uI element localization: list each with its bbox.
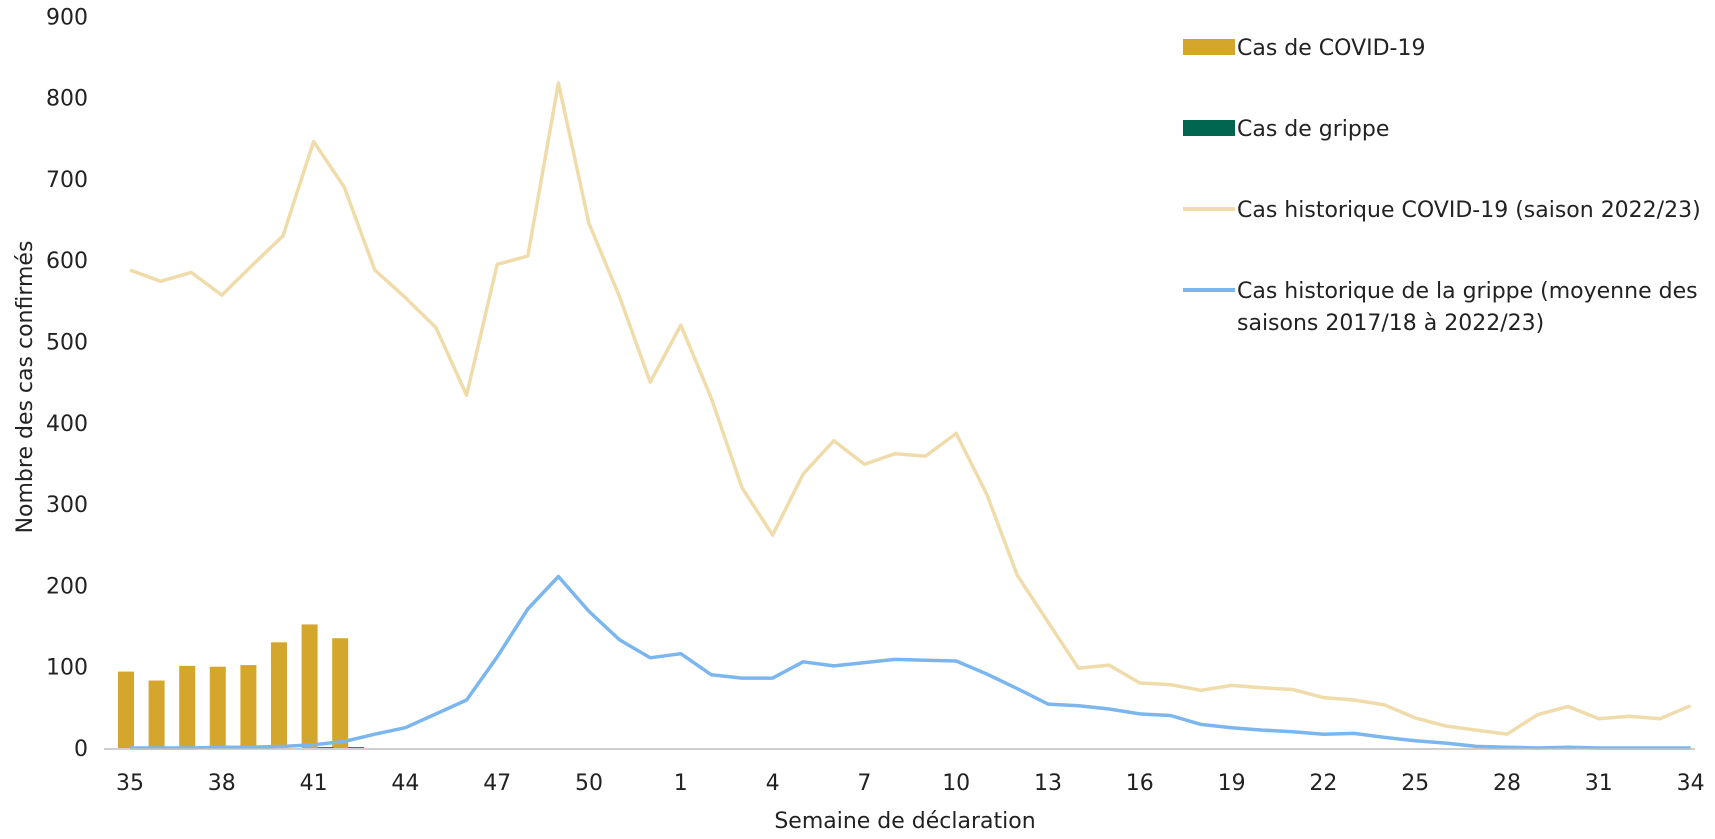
legend-label: Cas historique COVID-19 (saison 2022/23) xyxy=(1237,198,1701,223)
legend-swatch xyxy=(1183,120,1235,136)
x-tick-label: 10 xyxy=(942,771,970,796)
y-axis-title: Nombre des cas confirmés xyxy=(13,241,38,534)
y-tick-label: 700 xyxy=(46,168,88,193)
covid-bar xyxy=(240,665,257,748)
x-tick-label: 35 xyxy=(116,771,144,796)
x-tick-label: 34 xyxy=(1677,771,1705,796)
covid-bar xyxy=(301,624,318,748)
flu-bars xyxy=(317,747,365,748)
y-tick-label: 900 xyxy=(46,5,88,30)
flu-bar xyxy=(348,747,365,748)
covid-bar xyxy=(118,671,134,748)
historical-covid-line xyxy=(129,81,1692,736)
legend-label: Cas de grippe xyxy=(1237,117,1389,142)
x-tick-label: 25 xyxy=(1401,771,1429,796)
covid-bar xyxy=(209,666,226,748)
y-tick-label: 600 xyxy=(46,249,88,274)
y-axis-ticks: 0 100 200 300 400 500 600 700 800 900 xyxy=(46,5,88,762)
x-tick-label: 1 xyxy=(674,771,688,796)
y-tick-label: 100 xyxy=(46,656,88,681)
y-tick-label: 200 xyxy=(46,574,88,599)
historical-flu-line xyxy=(130,574,1691,750)
x-tick-label: 19 xyxy=(1218,771,1246,796)
x-tick-label: 50 xyxy=(575,771,603,796)
legend-label: Cas historique de la grippe (moyenne des… xyxy=(1237,279,1698,336)
x-axis-ticks: 35 38 41 44 47 50 1 4 7 10 13 16 19 22 25 28 31 34 xyxy=(116,771,1705,796)
flu-bar xyxy=(317,747,334,748)
x-tick-label: 41 xyxy=(300,771,328,796)
y-tick-label: 800 xyxy=(46,87,88,112)
y-tick-label: 500 xyxy=(46,331,88,356)
y-tick-label: 300 xyxy=(46,493,88,518)
x-axis-title: Semaine de déclaration xyxy=(774,809,1035,834)
legend: Cas de COVID-19 Cas de grippe Cas historiq… xyxy=(1183,36,1701,336)
x-tick-label: 4 xyxy=(766,771,780,796)
x-tick-label: 31 xyxy=(1585,771,1613,796)
covid-bar xyxy=(148,680,165,748)
covid-bar xyxy=(332,638,349,748)
covid-bar xyxy=(179,665,196,748)
covid-bar xyxy=(271,642,287,748)
x-tick-label: 22 xyxy=(1309,771,1337,796)
x-tick-label: 7 xyxy=(857,771,871,796)
legend-swatch xyxy=(1183,39,1235,55)
x-tick-label: 16 xyxy=(1126,771,1154,796)
legend-label: Cas de COVID-19 xyxy=(1237,36,1426,61)
covid-bars xyxy=(118,624,349,748)
x-tick-label: 28 xyxy=(1493,771,1521,796)
y-tick-label: 0 xyxy=(74,737,88,762)
x-tick-label: 38 xyxy=(208,771,236,796)
x-tick-label: 44 xyxy=(391,771,419,796)
x-tick-label: 47 xyxy=(483,771,511,796)
x-tick-label: 13 xyxy=(1034,771,1062,796)
y-tick-label: 400 xyxy=(46,412,88,437)
